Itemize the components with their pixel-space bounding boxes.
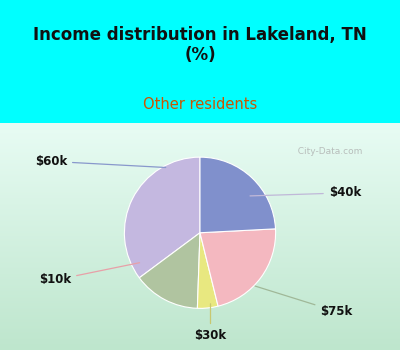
Text: $30k: $30k [194, 304, 226, 342]
Wedge shape [197, 233, 218, 308]
Text: $75k: $75k [255, 286, 353, 318]
Wedge shape [139, 233, 200, 308]
Text: Other residents: Other residents [143, 97, 257, 112]
Text: Income distribution in Lakeland, TN
(%): Income distribution in Lakeland, TN (%) [33, 26, 367, 64]
Text: City-Data.com: City-Data.com [292, 147, 363, 156]
Wedge shape [200, 229, 276, 306]
Text: $60k: $60k [35, 155, 166, 168]
Text: $40k: $40k [250, 186, 361, 200]
Text: $10k: $10k [39, 263, 140, 287]
Wedge shape [200, 157, 276, 233]
Wedge shape [124, 157, 200, 278]
